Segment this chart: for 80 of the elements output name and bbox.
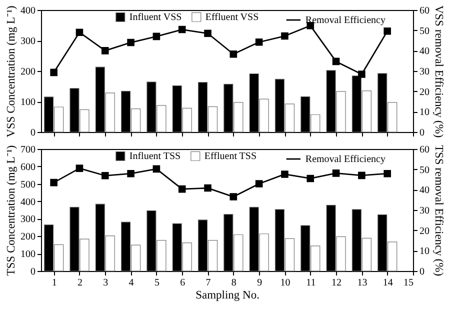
point — [230, 50, 238, 58]
point — [152, 32, 160, 40]
legend-label: Removal Efficiency — [305, 154, 386, 165]
x-tick-label: 9 — [257, 278, 262, 288]
y-tick-label: 200 — [20, 66, 36, 78]
y2-tick-label: 10 — [420, 246, 430, 258]
y-tick-label: 100 — [20, 97, 36, 108]
x-tick-label: 1 — [52, 278, 57, 288]
y-tick-label: 700 — [20, 144, 36, 156]
legend-label: Influent VSS — [129, 12, 182, 24]
point — [76, 164, 84, 172]
point — [358, 70, 366, 78]
x-tick-label: 8 — [231, 278, 236, 288]
x-tick-label: 7 — [206, 278, 211, 288]
x-tick-label: 6 — [180, 278, 186, 288]
y2-tick-label: 60 — [420, 6, 430, 16]
point — [204, 184, 212, 192]
y-axis-title: VSS Concentration (mg L⁻¹) — [6, 5, 18, 138]
point — [384, 170, 391, 178]
y2-tick-label: 0 — [420, 128, 424, 138]
point — [255, 38, 263, 46]
y2-tick-label: 40 — [420, 46, 430, 58]
point — [127, 170, 134, 178]
y2-axis-title: TSS removal Efficiency (%) — [432, 144, 444, 276]
y2-tick-label: 60 — [420, 144, 430, 156]
y-tick-label: 400 — [20, 6, 36, 16]
point — [358, 172, 366, 180]
point — [127, 38, 134, 46]
legend-label: Effluent VSS — [205, 12, 259, 24]
y-tick-label: 100 — [20, 249, 36, 260]
point — [178, 185, 186, 193]
point — [101, 172, 109, 180]
y-axis-title: TSS Concentration (mg L⁻¹) — [6, 145, 18, 276]
legend-label: Removal Efficiency — [305, 15, 386, 26]
y2-tick-label: 20 — [420, 226, 430, 237]
y-tick-label: 300 — [20, 36, 36, 47]
point — [384, 28, 391, 35]
point — [101, 47, 109, 54]
y-tick-label: 600 — [20, 162, 36, 173]
x-tick-label: 11 — [306, 278, 316, 288]
x-tick-label: 12 — [332, 278, 342, 288]
y-tick-label: 0 — [30, 266, 36, 278]
point — [76, 28, 84, 36]
y2-tick-label: 30 — [420, 206, 430, 216]
y2-tick-label: 50 — [420, 164, 430, 176]
x-tick-label: 3 — [103, 278, 108, 288]
y2-axis-title: VSS removal Efficiency (%) — [432, 5, 444, 138]
y2-tick-label: 0 — [420, 266, 424, 278]
y2-tick-label: 10 — [420, 107, 430, 118]
x-tick-label: 5 — [154, 278, 160, 288]
y2-tick-label: 30 — [420, 66, 430, 78]
point — [306, 174, 314, 182]
x-axis-title: Sampling No. — [196, 290, 260, 302]
x-tick-label: 13 — [357, 278, 368, 288]
y2-tick-label: 50 — [420, 26, 430, 37]
point — [50, 178, 58, 186]
point — [281, 32, 288, 40]
point — [230, 193, 238, 200]
y2-tick-label: 40 — [420, 185, 430, 196]
y2-tick-label: 20 — [420, 86, 430, 98]
legend-label: Effluent TSS — [204, 151, 257, 162]
y-tick-label: 200 — [20, 232, 36, 243]
point — [332, 58, 340, 66]
point — [281, 170, 288, 178]
point — [152, 165, 160, 173]
x-tick-label: 2 — [77, 278, 82, 288]
x-tick-label: 10 — [280, 278, 290, 288]
point — [178, 26, 186, 34]
x-tick-label: 14 — [382, 278, 393, 288]
x-tick-label: 15 — [404, 278, 414, 288]
point — [255, 180, 263, 188]
legend-label: Influent TSS — [129, 151, 181, 162]
point — [204, 30, 212, 38]
point — [332, 170, 340, 177]
point — [50, 68, 58, 76]
y-tick-label: 300 — [20, 214, 36, 226]
y-tick-label: 400 — [20, 196, 36, 208]
x-tick-label: 4 — [128, 278, 134, 288]
y-tick-label: 0 — [30, 128, 36, 138]
y-tick-label: 500 — [20, 179, 36, 190]
